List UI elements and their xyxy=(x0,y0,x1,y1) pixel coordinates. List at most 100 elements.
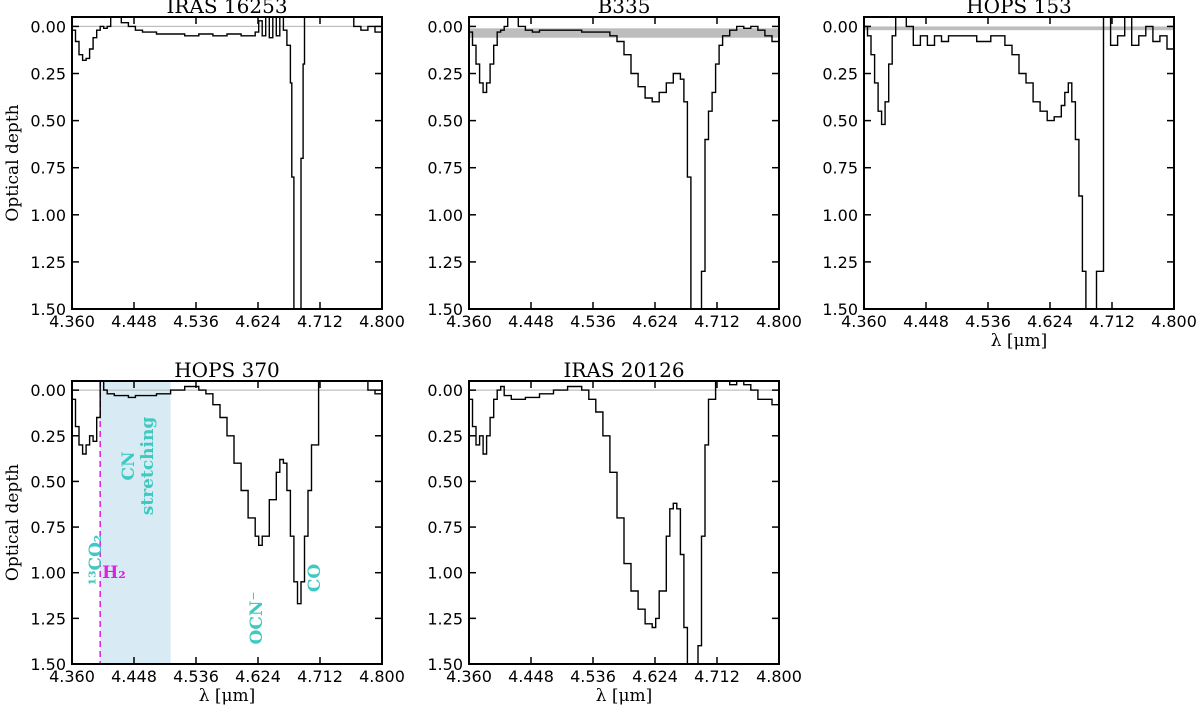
y-tick-label: 1.50 xyxy=(30,655,66,674)
y-axis-label: Optical depth xyxy=(3,464,23,581)
y-tick-label: 0.75 xyxy=(427,518,463,537)
y-tick-label: 1.25 xyxy=(427,609,463,628)
panel-5: 4.360 4.448 4.536 4.624 4.712 4.800 0.00 0.25 0.… xyxy=(427,358,802,706)
continuum-band xyxy=(72,389,382,391)
y-tick-label: 1.25 xyxy=(427,253,463,272)
x-tick-label: 4.712 xyxy=(297,312,343,331)
axes-frame xyxy=(863,16,1175,310)
y-tick-label: 0.25 xyxy=(30,65,66,84)
y-tick-label: 0.25 xyxy=(427,427,463,446)
h2-label: H₂ xyxy=(102,563,126,583)
axes-frame xyxy=(71,16,383,310)
y-tick-label: 1.00 xyxy=(30,206,66,225)
x-tick-label: 4.536 xyxy=(173,312,219,331)
x-axis-label: λ [μm] xyxy=(596,686,653,706)
y-tick-label: 1.25 xyxy=(822,253,858,272)
x-tick-label: 4.448 xyxy=(508,667,554,686)
x-tick-label: 4.360 xyxy=(49,312,95,331)
y-tick-label: 0.50 xyxy=(30,472,66,491)
spectrum-line xyxy=(72,381,382,605)
panels: 4.360 4.448 4.536 4.624 4.712 4.800 0.00 0.25 0.… xyxy=(3,0,1197,706)
y-tick-label: 0.00 xyxy=(30,381,66,400)
y-tick-label: 1.25 xyxy=(30,253,66,272)
y-tick-label: 0.25 xyxy=(427,65,463,84)
y-tick-label: 1.00 xyxy=(427,564,463,583)
x-tick-label: 4.360 xyxy=(841,312,887,331)
x-tick-label: 4.624 xyxy=(235,667,281,686)
continuum-band xyxy=(469,28,779,38)
x-tick-label: 4.536 xyxy=(173,667,219,686)
y-tick-label: 0.50 xyxy=(822,112,858,131)
x-tick-label: 4.360 xyxy=(49,667,95,686)
x-tick-label: 4.800 xyxy=(1151,312,1197,331)
x-tick-label: 4.448 xyxy=(111,312,157,331)
x-tick-label: 4.448 xyxy=(111,667,157,686)
x-tick-label: 4.624 xyxy=(632,312,678,331)
y-tick-label: 0.50 xyxy=(427,112,463,131)
panel-2: 4.360 4.448 4.536 4.624 4.712 4.800 0.00 0.25 0.… xyxy=(427,0,802,331)
y-tick-label: 1.00 xyxy=(822,206,858,225)
x-tick-label: 4.360 xyxy=(446,667,492,686)
y-tick-label: 0.75 xyxy=(30,518,66,537)
panel-1: 4.360 4.448 4.536 4.624 4.712 4.800 0.00 0.25 0.… xyxy=(3,0,405,331)
x-tick-label: 4.536 xyxy=(965,312,1011,331)
x-tick-label: 4.536 xyxy=(570,667,616,686)
axes-frame xyxy=(468,16,780,310)
x-tick-label: 4.624 xyxy=(235,312,281,331)
x-tick-label: 4.712 xyxy=(297,667,343,686)
x-tick-label: 4.800 xyxy=(756,667,802,686)
y-tick-label: 0.50 xyxy=(30,112,66,131)
y-tick-label: 1.00 xyxy=(427,206,463,225)
y-tick-label: 1.50 xyxy=(427,655,463,674)
x-tick-label: 4.624 xyxy=(632,667,678,686)
panel-title: HOPS 370 xyxy=(174,358,280,382)
x-tick-label: 4.360 xyxy=(446,312,492,331)
x-tick-label: 4.448 xyxy=(508,312,554,331)
y-axis-label: Optical depth xyxy=(3,104,23,221)
x-tick-label: 4.800 xyxy=(359,667,405,686)
co-label: CO xyxy=(305,564,325,593)
continuum-band xyxy=(72,25,382,28)
y-tick-label: 1.00 xyxy=(30,564,66,583)
panel-title: IRAS 16253 xyxy=(166,0,287,18)
x-tick-label: 4.536 xyxy=(570,312,616,331)
cn-stretching-region xyxy=(100,381,171,664)
stretching-label: stretching xyxy=(138,417,158,516)
y-tick-label: 0.00 xyxy=(30,17,66,36)
spectrum-line xyxy=(469,381,779,664)
x-axis-label: λ [μm] xyxy=(991,331,1048,351)
y-tick-label: 0.75 xyxy=(427,159,463,178)
y-tick-label: 1.50 xyxy=(30,300,66,319)
co2-label: ¹³CO₂ xyxy=(86,535,106,586)
x-tick-label: 4.712 xyxy=(694,667,740,686)
y-tick-label: 0.75 xyxy=(30,159,66,178)
x-tick-label: 4.712 xyxy=(1089,312,1135,331)
y-tick-label: 1.25 xyxy=(30,609,66,628)
spectrum-line xyxy=(72,17,382,309)
y-tick-label: 1.50 xyxy=(427,300,463,319)
spectrum-line xyxy=(864,17,1174,309)
axes-frame xyxy=(71,380,383,665)
panel-3: 4.360 4.448 4.536 4.624 4.712 4.800 0.00 0.25 0.… xyxy=(822,0,1197,351)
panel-title: B335 xyxy=(598,0,651,18)
x-tick-label: 4.712 xyxy=(694,312,740,331)
y-tick-label: 0.50 xyxy=(427,472,463,491)
ocn-label: OCN⁻ xyxy=(247,592,267,645)
panel-title: IRAS 20126 xyxy=(563,358,684,382)
x-tick-label: 4.800 xyxy=(359,312,405,331)
continuum-band xyxy=(469,389,779,391)
x-axis-label: λ [μm] xyxy=(199,686,256,706)
y-tick-label: 1.50 xyxy=(822,300,858,319)
cn-label: CN xyxy=(119,451,139,480)
y-tick-label: 0.00 xyxy=(427,17,463,36)
x-tick-label: 4.800 xyxy=(756,312,802,331)
panel-4: 4.360 4.448 4.536 4.624 4.712 4.800 0.00 0.25 0.… xyxy=(3,358,405,706)
panel-title: HOPS 153 xyxy=(966,0,1072,18)
y-tick-label: 0.25 xyxy=(30,427,66,446)
y-tick-label: 0.00 xyxy=(822,17,858,36)
continuum-band xyxy=(864,26,1174,31)
y-tick-label: 0.25 xyxy=(822,65,858,84)
x-tick-label: 4.624 xyxy=(1027,312,1073,331)
y-tick-label: 0.75 xyxy=(822,159,858,178)
